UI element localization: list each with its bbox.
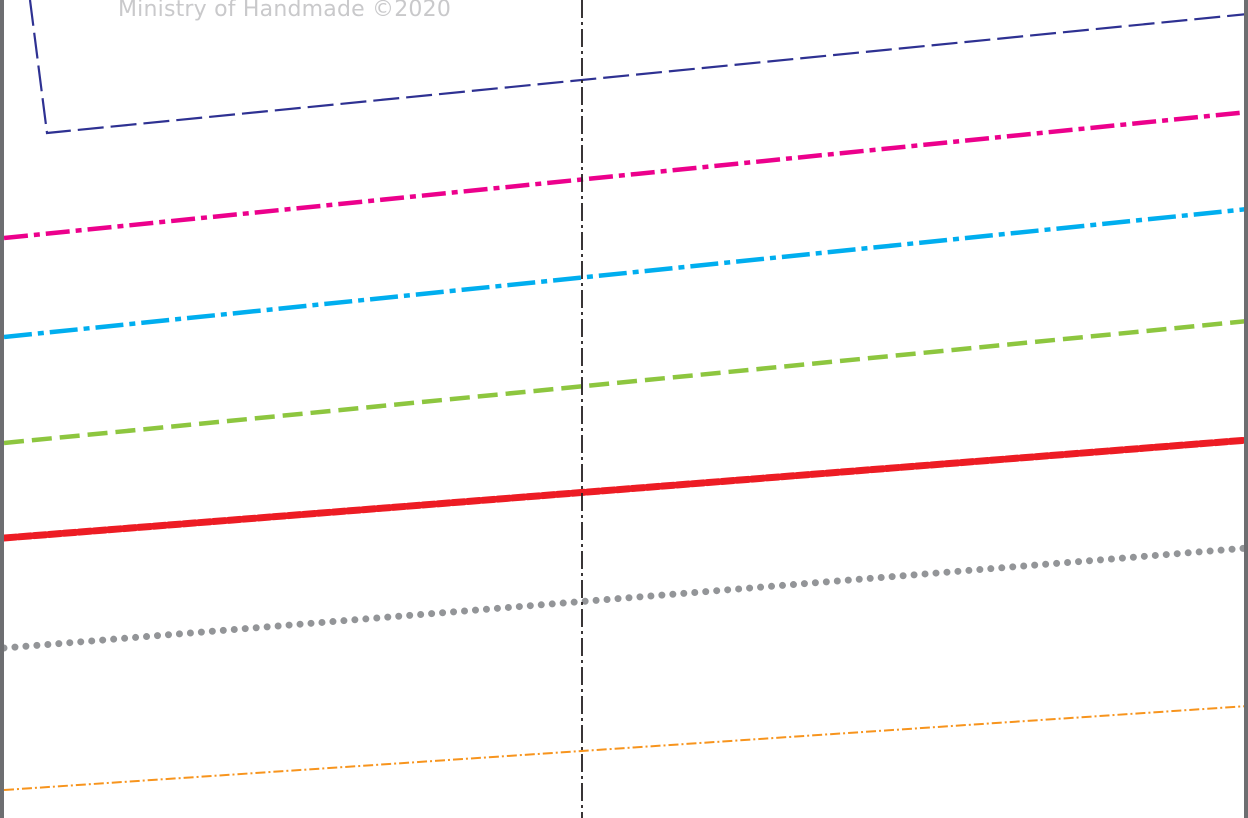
orange-size-line xyxy=(4,705,1244,791)
red-size-line xyxy=(4,436,1244,542)
navy-outline-line xyxy=(28,0,1244,135)
pattern-page: Ministry of Handmade ©2020 xyxy=(4,0,1244,818)
green-size-line xyxy=(4,319,1244,446)
copyright-text: Ministry of Handmade ©2020 xyxy=(118,0,452,22)
grey-size-line xyxy=(4,544,1244,652)
magenta-size-line xyxy=(4,110,1244,241)
cyan-size-line xyxy=(4,207,1244,340)
pattern-drawing xyxy=(4,0,1244,818)
